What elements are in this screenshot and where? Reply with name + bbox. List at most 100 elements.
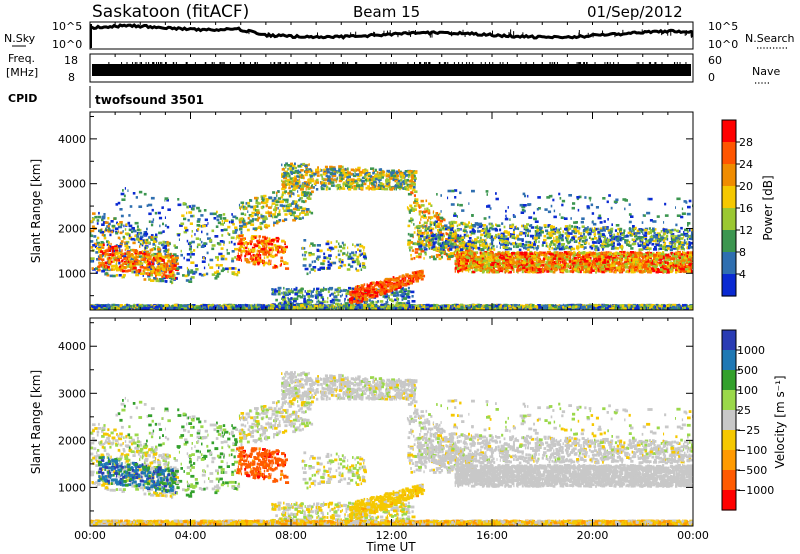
- power-cell: [238, 258, 241, 261]
- power-cell: [121, 275, 123, 279]
- power-cell: [321, 184, 325, 187]
- power-cell: [191, 240, 195, 244]
- power-cell: [309, 244, 311, 248]
- power-cell: [691, 266, 693, 269]
- power-cell: [371, 300, 375, 304]
- power-cell: [274, 288, 277, 291]
- power-cell: [382, 289, 386, 292]
- power-cell: [375, 291, 379, 294]
- power-cell: [594, 256, 599, 259]
- power-cell: [118, 274, 122, 277]
- power-cell: [366, 174, 369, 177]
- power-cell: [363, 182, 367, 186]
- power-cell: [253, 260, 257, 264]
- power-cell: [280, 256, 283, 260]
- power-cell: [197, 218, 201, 221]
- power-cell: [287, 174, 291, 178]
- power-cell: [254, 213, 257, 217]
- power-cell: [604, 265, 606, 268]
- power-cell: [437, 214, 440, 217]
- power-cell: [397, 282, 402, 286]
- power-cell: [339, 265, 341, 268]
- power-cell: [341, 165, 344, 169]
- power-cell: [274, 248, 278, 252]
- power-cell: [221, 234, 224, 237]
- power-cell: [347, 185, 352, 189]
- power-cell: [129, 261, 131, 265]
- power-cell: [612, 261, 617, 264]
- power-cell: [633, 270, 636, 274]
- power-cell: [125, 223, 128, 226]
- power-cell: [251, 246, 256, 250]
- power-cell: [260, 250, 265, 253]
- power-cell: [417, 273, 420, 276]
- power-cell: [123, 257, 127, 261]
- power-cell: [157, 262, 161, 265]
- power-cell: [96, 219, 100, 222]
- power-cell: [146, 204, 149, 207]
- power-cell: [379, 173, 384, 177]
- power-cell: [111, 247, 115, 250]
- power-cell: [162, 206, 164, 209]
- power-cell: [166, 254, 170, 257]
- power-cell: [228, 241, 231, 244]
- power-cell: [118, 249, 121, 252]
- power-cell: [575, 259, 578, 262]
- power-cell: [338, 169, 341, 172]
- power-cell: [123, 194, 126, 198]
- power-cell: [256, 260, 261, 263]
- power-cell: [386, 283, 390, 286]
- power-cell: [368, 299, 371, 302]
- power-cell: [134, 260, 136, 263]
- power-cell: [271, 288, 274, 291]
- power-cell: [272, 266, 276, 269]
- power-cell: [341, 293, 343, 297]
- power-cell: [205, 272, 209, 276]
- power-cell: [238, 221, 242, 224]
- power-cell: [353, 185, 358, 188]
- power-cell: [407, 300, 410, 303]
- power-cell: [134, 238, 136, 242]
- power-cell: [297, 165, 302, 168]
- power-cell: [546, 253, 548, 256]
- power-cell: [332, 174, 337, 178]
- power-cell: [446, 254, 449, 257]
- power-cell: [380, 282, 382, 286]
- power-cell: [330, 179, 333, 183]
- power-cell: [601, 257, 606, 261]
- power-cell: [346, 171, 352, 174]
- power-cell: [139, 245, 141, 248]
- power-cell: [261, 206, 264, 210]
- power-cell: [182, 202, 186, 205]
- power-cell: [332, 178, 334, 182]
- power-cell: [231, 213, 233, 216]
- power-cell: [607, 265, 610, 269]
- power-cell: [147, 256, 149, 259]
- power-cell: [340, 260, 344, 264]
- power-cell: [361, 176, 364, 180]
- power-cell: [250, 214, 254, 218]
- power-cell: [399, 294, 403, 297]
- power-cell: [378, 180, 381, 183]
- power-cell: [355, 180, 358, 183]
- power-cell: [100, 246, 105, 249]
- power-cell: [107, 224, 110, 228]
- power-cell: [359, 254, 361, 257]
- power-cell: [189, 277, 193, 281]
- power-cell: [374, 168, 377, 172]
- power-cell: [94, 245, 98, 248]
- power-cell: [287, 200, 289, 204]
- power-cell: [290, 185, 294, 188]
- power-cell: [251, 235, 256, 238]
- power-cell: [350, 186, 352, 189]
- power-cell: [260, 195, 264, 198]
- power-cell: [415, 204, 417, 208]
- power-cell: [282, 198, 287, 202]
- power-cell: [104, 254, 107, 258]
- power-cell: [221, 220, 224, 223]
- power-cell: [332, 169, 336, 173]
- power-cell: [124, 187, 126, 190]
- power-cell: [308, 187, 310, 190]
- power-cell: [252, 227, 255, 231]
- nave-tick-bottom: 0: [708, 71, 715, 84]
